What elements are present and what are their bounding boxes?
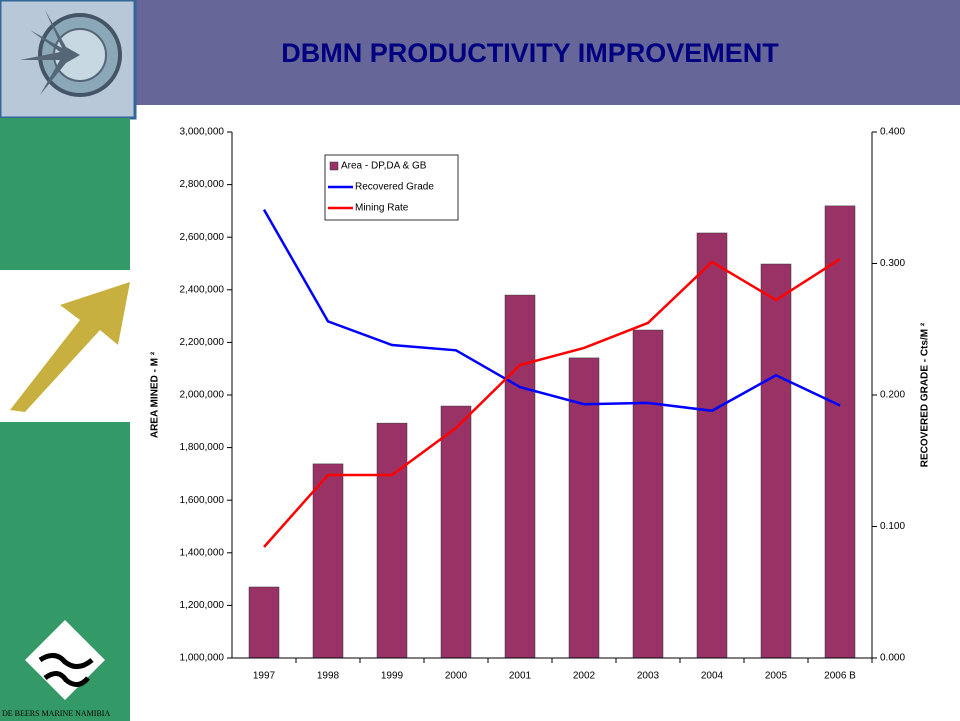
bar — [568, 357, 600, 659]
y-tick-label: 2,200,000 — [180, 337, 225, 348]
y-tick-label: 1,600,000 — [180, 495, 225, 506]
bar — [312, 463, 344, 659]
x-tick-label: 1999 — [381, 671, 404, 682]
bar — [440, 405, 472, 659]
legend-label: Mining Rate — [355, 203, 409, 214]
y-axis-label: AREA MINED - M ² — [150, 351, 161, 438]
bar — [696, 232, 728, 659]
compass-star — [20, 10, 80, 95]
arrow-icon — [10, 282, 130, 412]
y2-tick-label: 0.000 — [880, 653, 905, 664]
y-tick-label: 1,800,000 — [180, 442, 225, 453]
y-tick-label: 1,400,000 — [180, 547, 225, 558]
x-tick-label: 2004 — [701, 671, 724, 682]
legend-swatch — [329, 161, 339, 171]
line — [262, 208, 841, 413]
bar — [632, 329, 664, 659]
x-tick-label: 2002 — [573, 671, 596, 682]
bar — [760, 263, 792, 659]
title-bar — [135, 0, 960, 105]
footer-text: DE BEERS MARINE NAMIBIA — [2, 709, 110, 718]
y-tick-label: 2,000,000 — [180, 390, 225, 401]
legend-label: Area - DP,DA & GB — [341, 161, 427, 172]
bar — [376, 422, 408, 659]
bar — [824, 205, 856, 659]
x-tick-label: 1997 — [253, 671, 276, 682]
y2-tick-label: 0.200 — [880, 390, 905, 401]
y2-tick-label: 0.100 — [880, 521, 905, 532]
bar — [248, 586, 280, 659]
x-tick-label: 2001 — [509, 671, 532, 682]
x-tick-label: 2003 — [637, 671, 660, 682]
bar — [504, 294, 536, 659]
y2-axis-label: RECOVERED GRADE - Cts/M ² — [920, 322, 931, 467]
x-tick-label: 2006 B — [824, 671, 856, 682]
y-tick-label: 2,800,000 — [180, 179, 225, 190]
chart-title: DBMN PRODUCTIVITY IMPROVEMENT — [281, 38, 779, 68]
logo-wave — [43, 671, 90, 687]
x-tick-label: 2005 — [765, 671, 788, 682]
y2-tick-label: 0.300 — [880, 258, 905, 269]
y-tick-label: 2,600,000 — [180, 232, 225, 243]
side-strip — [0, 118, 130, 270]
y-tick-label: 1,000,000 — [180, 653, 225, 664]
legend-label: Recovered Grade — [355, 182, 434, 193]
y2-tick-label: 0.400 — [880, 127, 905, 138]
y-tick-label: 2,400,000 — [180, 284, 225, 295]
y-tick-label: 1,200,000 — [180, 600, 225, 611]
logo-wave — [38, 653, 94, 669]
y-tick-label: 3,000,000 — [180, 127, 225, 138]
x-tick-label: 2000 — [445, 671, 468, 682]
x-tick-label: 1998 — [317, 671, 340, 682]
line — [263, 257, 841, 548]
